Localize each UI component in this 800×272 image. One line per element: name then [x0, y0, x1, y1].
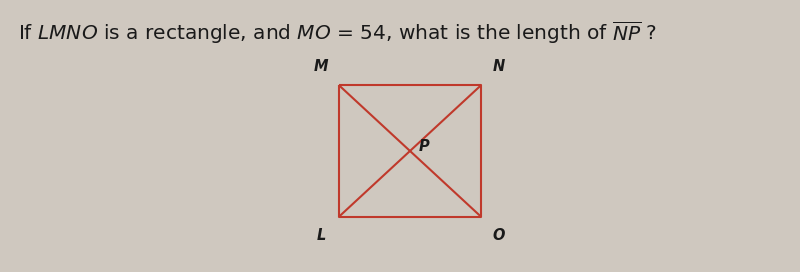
Text: N: N: [493, 59, 505, 74]
Text: M: M: [314, 59, 329, 74]
Text: If $\mathit{LMNO}$ is a rectangle, and $\mathit{MO}$ = 54, what is the length of: If $\mathit{LMNO}$ is a rectangle, and $…: [18, 19, 657, 46]
Text: O: O: [493, 228, 505, 243]
Text: L: L: [317, 228, 326, 243]
Text: P: P: [418, 139, 429, 154]
